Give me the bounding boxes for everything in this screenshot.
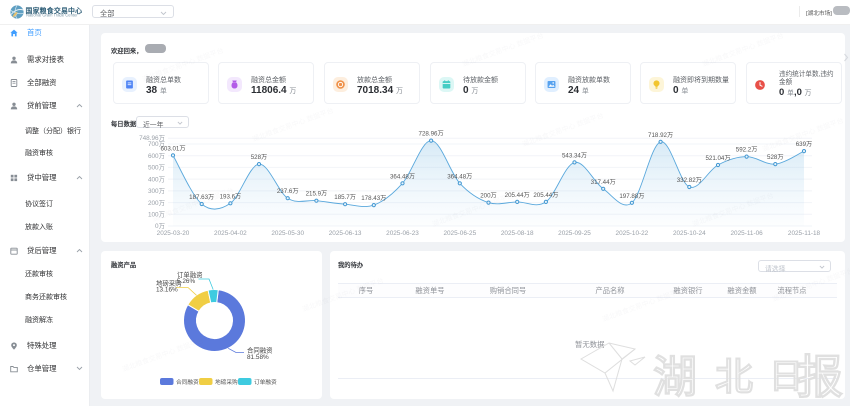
svg-text:728.96万: 728.96万 [419,131,444,138]
svg-text:81.58%: 81.58% [247,354,269,361]
svg-text:2025-10-22: 2025-10-22 [616,230,649,237]
svg-text:地磅采购: 地磅采购 [156,279,182,288]
svg-text:北: 北 [715,357,753,399]
svg-text:521.04万: 521.04万 [705,155,730,162]
svg-text:2025-06-25: 2025-06-25 [443,230,476,237]
svg-text:5.26%: 5.26% [177,278,195,285]
svg-text:603.01万: 603.01万 [160,145,185,152]
svg-text:600万: 600万 [148,152,165,160]
svg-text:332.82万: 332.82万 [677,177,702,184]
svg-text:2025-06-23: 2025-06-23 [386,230,419,237]
svg-text:197.88万: 197.88万 [619,193,644,200]
svg-text:湖: 湖 [653,353,697,402]
svg-text:718.92万: 718.92万 [648,132,673,139]
svg-text:订单融资: 订单融资 [254,378,277,386]
svg-text:205.44万: 205.44万 [533,192,558,199]
svg-text:2025-05-30: 2025-05-30 [271,230,304,237]
svg-text:合同融资: 合同融资 [247,346,273,355]
svg-text:0万: 0万 [155,222,165,230]
svg-text:2025-09-25: 2025-09-25 [558,230,591,237]
svg-text:543.34万: 543.34万 [562,152,587,159]
svg-text:193.6万: 193.6万 [220,193,242,200]
svg-text:订单融资: 订单融资 [177,270,203,279]
svg-text:364.48万: 364.48万 [447,173,472,180]
svg-text:700万: 700万 [148,140,165,148]
svg-text:639万: 639万 [796,141,813,148]
svg-text:187.63万: 187.63万 [189,194,214,201]
svg-text:185.7万: 185.7万 [334,194,356,201]
svg-text:300万: 300万 [148,187,165,195]
svg-text:748.96万: 748.96万 [139,134,165,142]
svg-text:报: 报 [797,352,843,403]
svg-text:500万: 500万 [148,164,165,172]
svg-text:528万: 528万 [767,154,784,161]
svg-text:2025-06-13: 2025-06-13 [329,230,362,237]
svg-text:528万: 528万 [251,154,268,161]
svg-text:317.44万: 317.44万 [591,179,616,186]
svg-text:100万: 100万 [148,210,165,218]
svg-text:13.16%: 13.16% [156,287,178,294]
svg-text:2025-08-18: 2025-08-18 [501,230,534,237]
svg-text:2025-04-02: 2025-04-02 [214,230,247,237]
svg-text:地磅采购: 地磅采购 [215,378,238,386]
svg-text:200万: 200万 [480,193,497,200]
svg-text:合同融资: 合同融资 [176,378,199,386]
svg-text:日: 日 [769,359,803,396]
svg-text:2025-11-18: 2025-11-18 [788,230,821,237]
svg-text:215.9万: 215.9万 [306,191,328,198]
svg-text:200万: 200万 [148,199,165,207]
svg-text:2025-10-24: 2025-10-24 [673,230,706,237]
svg-text:178.43万: 178.43万 [361,195,386,202]
svg-text:2025-03-20: 2025-03-20 [157,230,190,237]
svg-text:237.6万: 237.6万 [277,188,299,195]
svg-text:364.48万: 364.48万 [390,173,415,180]
svg-text:592.2万: 592.2万 [736,147,758,154]
svg-text:205.44万: 205.44万 [505,192,530,199]
svg-text:400万: 400万 [148,175,165,183]
svg-text:2025-11-06: 2025-11-06 [730,230,763,237]
